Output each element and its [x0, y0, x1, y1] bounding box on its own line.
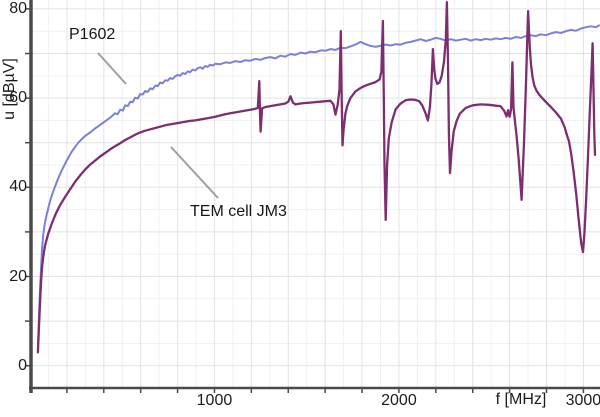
p1602-leader-line	[97, 52, 127, 85]
axes	[29, 0, 600, 393]
axis-ticks	[25, 8, 585, 393]
series-line-p1602	[36, 24, 600, 349]
series-label-p1602: P1602	[69, 26, 116, 43]
y-tick-label: 80	[9, 0, 27, 17]
series-lines	[36, 1, 600, 354]
series-label-tem-cell-jm3: TEM cell JM3	[190, 203, 287, 220]
x-axis-title: f [MHz]	[495, 391, 547, 408]
y-tick-label: 40	[9, 178, 27, 196]
x-tick-label: 2000	[381, 392, 417, 409]
tem-cell-leader-line	[170, 146, 219, 199]
y-tick-label: 0	[18, 356, 27, 374]
y-tick-label: 60	[9, 89, 27, 107]
grid-major	[30, 0, 600, 388]
y-tick-label: 20	[9, 267, 27, 285]
series-line-tem-cell-jm3	[36, 1, 597, 354]
x-tick-label: 1000	[196, 392, 233, 409]
grid-minor	[30, 0, 600, 388]
annotation-leaders	[97, 52, 219, 199]
x-tick-label: 3000	[565, 392, 600, 409]
